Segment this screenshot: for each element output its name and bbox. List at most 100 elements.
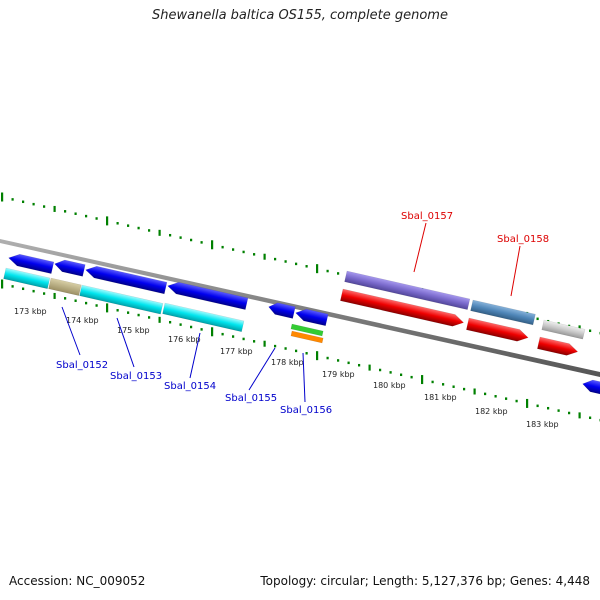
tick-mark — [200, 328, 203, 331]
tick-mark — [557, 409, 560, 412]
tick-mark — [95, 217, 98, 220]
feature-bar — [290, 330, 324, 344]
tick-mark — [179, 323, 182, 326]
tick-mark — [473, 388, 476, 395]
tick-mark — [263, 253, 266, 260]
tick-mark — [589, 329, 592, 333]
tick-mark — [74, 299, 77, 302]
tick-mark — [148, 316, 151, 319]
tick-mark — [358, 363, 361, 367]
cds-arrow — [582, 379, 600, 397]
tick-mark — [431, 380, 434, 384]
tick-mark — [305, 265, 308, 268]
tick-mark — [148, 229, 151, 232]
tick-mark — [242, 337, 245, 341]
tick-mark — [505, 397, 508, 400]
tick-mark — [169, 320, 172, 324]
gene-leader-line — [189, 332, 201, 379]
tick-mark — [85, 301, 88, 305]
gene-label-sbal-0157: Sbal_0157 — [401, 211, 453, 273]
tick-mark — [274, 344, 277, 348]
cds-arrow — [8, 253, 55, 274]
tick-mark — [578, 412, 581, 419]
tick-mark — [326, 269, 329, 273]
tick-mark — [494, 395, 497, 398]
kbp-label: 182 kbp — [475, 407, 508, 416]
tick-mark — [127, 224, 130, 227]
gene-label-text: Sbal_0155 — [225, 393, 277, 404]
kbp-label: 178 kbp — [271, 358, 304, 367]
tick-mark — [116, 222, 119, 225]
tick-mark — [32, 202, 35, 206]
tick-mark — [1, 279, 4, 289]
tick-mark — [589, 416, 592, 420]
tick-mark — [463, 387, 466, 391]
kbp-label: 174 kbp — [66, 316, 99, 325]
cds-arrow — [167, 281, 249, 310]
tick-mark — [116, 309, 119, 312]
tick-mark — [200, 241, 203, 244]
gene-label-sbal-0152: Sbal_0152 — [56, 306, 108, 371]
tick-mark — [442, 383, 445, 386]
tick-mark — [158, 229, 161, 236]
genome-backbone — [0, 239, 600, 377]
tick-mark — [452, 385, 455, 388]
tick-mark — [95, 304, 98, 307]
gene-label-sbal-0156: Sbal_0156 — [280, 352, 332, 416]
gene-leader-line — [248, 347, 276, 391]
tick-mark — [305, 352, 308, 355]
tick-mark — [253, 253, 256, 256]
gene-leader-line — [61, 306, 81, 356]
tick-mark — [43, 292, 46, 295]
tick-mark — [106, 303, 109, 313]
inner-tick-ring — [1, 279, 600, 422]
tick-mark — [85, 214, 88, 218]
cds-arrow — [537, 336, 579, 356]
tick-mark — [74, 212, 77, 215]
gene-label-text: Sbal_0153 — [110, 371, 162, 382]
tick-mark — [190, 238, 193, 242]
tick-mark — [22, 287, 25, 291]
kbp-label: 173 kbp — [14, 307, 47, 316]
tick-mark — [221, 245, 224, 249]
feature-bar — [470, 299, 536, 326]
tick-mark — [242, 250, 245, 254]
tick-mark — [221, 332, 224, 336]
tick-mark — [64, 297, 67, 300]
kbp-label: 181 kbp — [424, 393, 457, 402]
tick-mark — [379, 368, 382, 372]
cds-arrow — [466, 317, 529, 342]
tick-mark — [515, 399, 518, 403]
kbp-label: 183 kbp — [526, 420, 559, 429]
tick-mark — [263, 340, 266, 347]
gene-label-text: Sbal_0156 — [280, 405, 332, 416]
tick-mark — [127, 311, 130, 314]
tick-mark — [421, 375, 424, 385]
cds-arrow — [268, 302, 296, 319]
tick-mark — [253, 340, 256, 343]
tick-mark — [400, 373, 403, 377]
tick-mark — [316, 351, 319, 361]
kbp-label: 180 kbp — [373, 381, 406, 390]
tick-mark — [326, 356, 329, 360]
tick-mark — [295, 349, 298, 353]
tick-mark — [337, 359, 340, 362]
tick-mark — [389, 371, 392, 374]
tick-mark — [1, 192, 4, 202]
gene-label-text: Sbal_0157 — [401, 211, 453, 222]
gene-leader-line — [302, 352, 306, 403]
tick-mark — [368, 364, 371, 371]
tick-mark — [526, 398, 529, 408]
tick-mark — [137, 226, 140, 230]
tick-mark — [32, 289, 35, 293]
tick-mark — [284, 347, 287, 350]
accession-text: Accession: NC_009052 — [9, 574, 146, 588]
tick-mark — [22, 200, 25, 204]
feature-bar — [79, 284, 164, 315]
feature-bar — [48, 277, 82, 296]
tick-mark — [11, 285, 14, 288]
tick-mark — [568, 411, 571, 415]
gene-label-sbal-0153: Sbal_0153 — [110, 317, 162, 382]
tick-mark — [337, 272, 340, 275]
feature-bar — [344, 270, 471, 310]
